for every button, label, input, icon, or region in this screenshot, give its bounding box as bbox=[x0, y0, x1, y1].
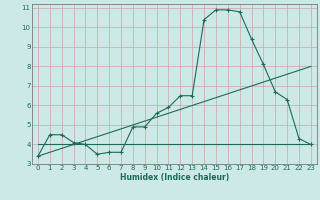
X-axis label: Humidex (Indice chaleur): Humidex (Indice chaleur) bbox=[120, 173, 229, 182]
